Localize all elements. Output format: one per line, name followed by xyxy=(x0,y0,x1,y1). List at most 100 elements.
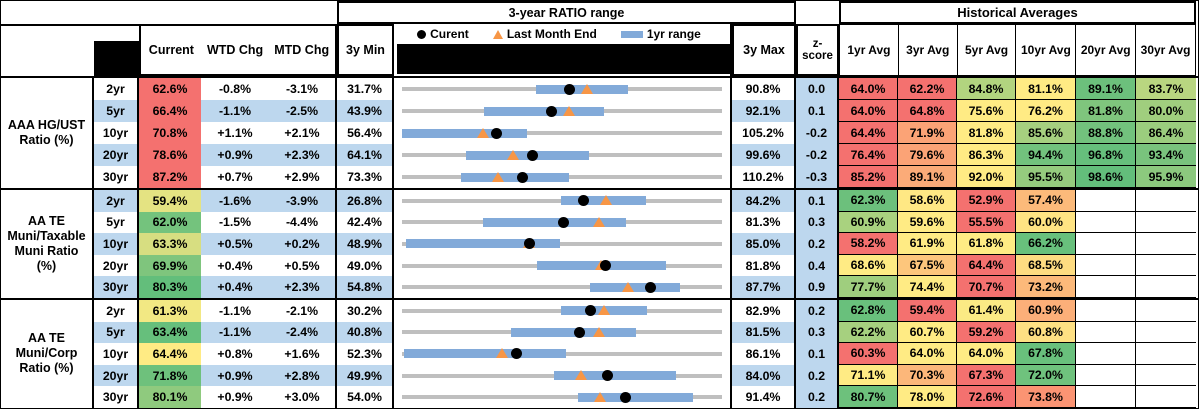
min-3y-cell: 56.4% xyxy=(337,122,394,144)
current-dot-icon xyxy=(511,348,523,360)
z-score-cell: 0.3 xyxy=(796,321,839,344)
current-dot-icon xyxy=(644,281,656,293)
current-cell: 80.1% xyxy=(139,386,201,408)
current-cell: 63.4% xyxy=(139,321,201,344)
avg-cell-3yr: 59.4% xyxy=(898,299,957,322)
min-3y-cell: 48.9% xyxy=(337,233,394,255)
mtd-chg-cell: +0.2% xyxy=(269,233,337,255)
range-track xyxy=(402,285,722,290)
change-columns-header: Current WTD Chg MTD Chg xyxy=(139,24,337,76)
current-cell: 62.0% xyxy=(139,211,201,234)
legend-current-label: Curent xyxy=(430,27,469,41)
mtd-chg-cell: +0.5% xyxy=(269,254,337,277)
mtd-chg-cell: +2.1% xyxy=(269,122,337,144)
current-dot-icon xyxy=(524,238,536,250)
z-score-cell: 0.1 xyxy=(796,343,839,365)
avg-cell-20yr xyxy=(1076,299,1136,322)
avg-cell-10yr: 68.5% xyxy=(1016,254,1076,277)
min-3y-cell: 54.0% xyxy=(337,386,394,408)
max-3y-cell: 90.8% xyxy=(732,78,796,100)
z-score-cell: -0.2 xyxy=(796,144,839,166)
wtd-chg-cell: -0.8% xyxy=(201,78,269,100)
last-month-triangle-icon xyxy=(621,281,634,292)
max-3y-cell: 99.6% xyxy=(732,144,796,166)
avg-cell-20yr xyxy=(1076,276,1136,298)
current-dot-icon xyxy=(578,195,590,207)
current-dot-icon xyxy=(527,149,539,161)
tenor-cell: 10yr xyxy=(94,122,139,144)
avg-cell-3yr: 64.0% xyxy=(898,343,957,365)
mtd-chg-cell: -2.1% xyxy=(269,299,337,322)
averages-header-row: 1yr Avg 3yr Avg 5yr Avg 10yr Avg 20yr Av… xyxy=(839,24,1196,76)
group-label: AA TE Muni/Corp Ratio (%) xyxy=(1,299,94,408)
tenor-cell: 2yr xyxy=(94,78,139,100)
wtd-chg-cell: +0.9% xyxy=(201,144,269,166)
current-cell: 64.4% xyxy=(139,343,201,365)
z-score-cell: 0.2 xyxy=(796,364,839,387)
mtd-chg-cell: -2.5% xyxy=(269,100,337,122)
legend-1yr-range: 1yr range xyxy=(620,27,701,41)
min-3y-cell: 40.8% xyxy=(337,321,394,344)
range-track xyxy=(402,131,722,135)
avg-cell-1yr: 62.2% xyxy=(839,321,898,344)
mtd-chg-cell: -3.1% xyxy=(269,78,337,100)
avg-cell-10yr: 67.8% xyxy=(1016,343,1076,365)
group-label: AA TE Muni/Taxable Muni Ratio (%) xyxy=(1,190,94,298)
table-group: AA TE Muni/Taxable Muni Ratio (%) 2yr 59.4… xyxy=(1,190,1198,300)
current-dot-icon xyxy=(557,216,569,228)
current-cell: 87.2% xyxy=(139,166,201,188)
z-score-cell: 0.2 xyxy=(796,233,839,255)
avg-cell-3yr: 74.4% xyxy=(898,276,957,298)
mtd-chg-cell: -4.4% xyxy=(269,211,337,234)
header-divider xyxy=(1,24,139,26)
avg-cell-10yr: 60.0% xyxy=(1016,211,1076,234)
mtd-chg-cell: +3.0% xyxy=(269,386,337,408)
legend-last-month-label: Last Month End xyxy=(506,27,597,41)
range-chart-cell xyxy=(394,100,732,122)
max-3y-cell: 92.1% xyxy=(732,100,796,122)
current-dot-icon xyxy=(417,29,427,39)
avg-cell-20yr xyxy=(1076,190,1136,212)
avg-cell-1yr: 68.6% xyxy=(839,254,898,277)
avg-cell-5yr: 84.8% xyxy=(957,78,1016,100)
col-header-1yr-avg: 1yr Avg xyxy=(839,24,899,76)
avg-cell-1yr: 64.4% xyxy=(839,122,898,144)
tenor-cell: 5yr xyxy=(94,211,139,234)
wtd-chg-cell: +0.7% xyxy=(201,166,269,188)
one-year-range-bar xyxy=(483,106,605,116)
z-score-cell: 0.3 xyxy=(796,211,839,234)
avg-cell-3yr: 67.5% xyxy=(898,254,957,277)
max-3y-cell: 84.2% xyxy=(732,190,796,212)
mtd-chg-cell: +2.3% xyxy=(269,144,337,166)
tenor-cell: 5yr xyxy=(94,321,139,344)
avg-cell-30yr xyxy=(1136,254,1196,277)
last-month-triangle-icon xyxy=(492,29,503,39)
range-chart-cell xyxy=(394,386,732,408)
current-dot-icon xyxy=(490,127,502,139)
avg-cell-10yr: 57.4% xyxy=(1016,190,1076,212)
tenor-cell: 30yr xyxy=(94,386,139,408)
avg-cell-5yr: 70.7% xyxy=(957,276,1016,298)
last-month-triangle-icon xyxy=(562,105,575,116)
avg-cell-30yr: 95.9% xyxy=(1136,166,1196,188)
avg-cell-5yr: 64.0% xyxy=(957,343,1016,365)
col-header-5yr-avg: 5yr Avg xyxy=(956,24,1017,76)
avg-cell-20yr xyxy=(1076,211,1136,234)
chart-header-black-band xyxy=(397,44,730,74)
avg-cell-30yr xyxy=(1136,299,1196,322)
z-score-cell: -0.2 xyxy=(796,122,839,144)
one-year-range-bar xyxy=(554,371,676,381)
max-3y-cell: 84.0% xyxy=(732,364,796,387)
current-cell: 71.8% xyxy=(139,364,201,387)
avg-cell-5yr: 61.8% xyxy=(957,233,1016,255)
avg-cell-20yr: 81.8% xyxy=(1076,100,1136,122)
mtd-chg-cell: +2.8% xyxy=(269,364,337,387)
min-3y-cell: 42.4% xyxy=(337,211,394,234)
legend-1yr-range-label: 1yr range xyxy=(646,27,701,41)
min-3y-cell: 64.1% xyxy=(337,144,394,166)
one-year-range-bar xyxy=(511,327,636,337)
avg-cell-5yr: 52.9% xyxy=(957,190,1016,212)
avg-cell-1yr: 80.7% xyxy=(839,386,898,408)
avg-cell-5yr: 61.4% xyxy=(957,299,1016,322)
tenor-cell: 2yr xyxy=(94,190,139,212)
